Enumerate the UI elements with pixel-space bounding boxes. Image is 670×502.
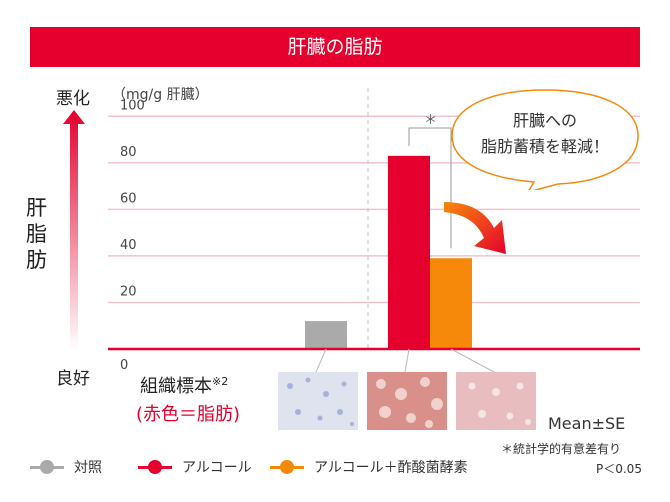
legend-dot-treated	[280, 460, 294, 474]
sample-connector	[404, 348, 410, 373]
y-tick-label: 60	[120, 191, 137, 206]
axis-side-label-2: 脂	[26, 222, 47, 246]
legend-dot-alcohol	[148, 460, 162, 474]
bar	[388, 155, 430, 349]
bar	[430, 258, 472, 349]
axis-side-label-1: 肝	[26, 196, 47, 220]
axis-top-label: 悪化	[56, 89, 90, 109]
sample-connector	[315, 348, 327, 373]
callout-line2: 脂肪蓄積を軽減！	[480, 137, 609, 156]
tissue-sample-alcohol	[367, 372, 447, 430]
y-tick-label: 100	[120, 98, 145, 113]
bar	[305, 321, 347, 349]
stat-label: Mean±SE	[548, 414, 626, 433]
tissue-sample-treated	[456, 372, 536, 430]
tissue-label-text: 組織標本	[140, 376, 212, 397]
callout-line1: 肝臓への	[512, 111, 577, 130]
legend-label-treated: アルコール＋酢酸菌酵素	[314, 460, 468, 476]
tissue-sample-control	[278, 372, 358, 430]
callout-bubble	[451, 89, 639, 190]
worsening-gradient-arrow	[63, 110, 85, 350]
footnote-significance: ＊統計学的有意差有り	[501, 442, 622, 456]
tissue-note: ※2	[212, 375, 229, 388]
legend-dot-control	[40, 460, 54, 474]
footnote-p-value: P＜0.05	[596, 462, 642, 476]
y-unit-label: （mg/g 肝臓）	[112, 87, 209, 103]
y-tick-label: 80	[120, 145, 137, 160]
y-tick-label: 40	[120, 238, 137, 253]
significance-mark: ＊	[424, 113, 437, 128]
axis-side-label-3: 肪	[26, 248, 47, 272]
y-tick-label: 20	[120, 284, 137, 299]
callout-text: 肝臓への 脂肪蓄積を軽減！	[452, 108, 638, 160]
tissue-label: 組織標本※2	[140, 372, 228, 398]
reduction-arrow-icon	[444, 202, 506, 254]
tissue-sub-label: (赤色＝脂肪)	[136, 404, 241, 425]
significance-bracket	[408, 127, 452, 249]
legend-label-alcohol: アルコール	[182, 460, 252, 476]
legend-label-control: 対照	[74, 460, 102, 476]
sample-connector	[450, 348, 495, 373]
chart-title: 肝臓の脂肪	[30, 27, 640, 67]
axis-bottom-label: 良好	[56, 369, 90, 389]
y-tick-label: 0	[120, 358, 128, 373]
